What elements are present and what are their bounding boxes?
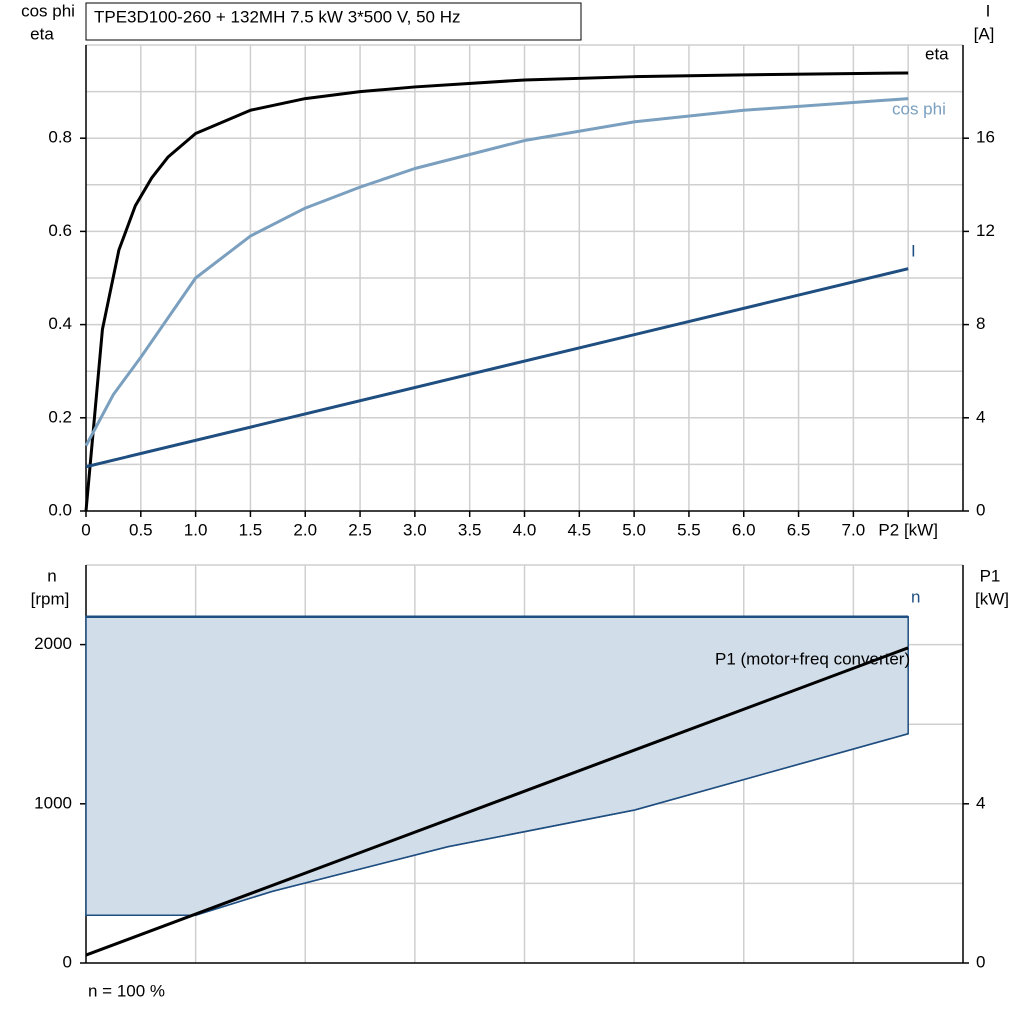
- y-tick-label: 1000: [34, 793, 72, 812]
- y-tick-label: 2000: [34, 634, 72, 653]
- x-tick-label: P2 [kW]: [878, 520, 938, 539]
- y2-tick-label: 0: [976, 952, 985, 971]
- y2-tick-label: 4: [976, 793, 985, 812]
- series-line: [85, 646, 909, 957]
- y2-tick-label: 4: [976, 407, 985, 426]
- y2-tick-label: 0: [976, 500, 985, 519]
- y-axis-label: cos phi: [21, 1, 75, 20]
- y2-tick-label: 12: [976, 221, 995, 240]
- y-axis-label: eta: [30, 24, 54, 43]
- y2-axis-label: [kW]: [975, 589, 1009, 608]
- title-box: [85, 2, 582, 41]
- x-tick-label: 4.5: [567, 520, 591, 539]
- y2-axis-label: I: [986, 1, 991, 20]
- y-tick-label: 0.2: [48, 407, 72, 426]
- y2-axis-label: P1: [980, 566, 1001, 585]
- x-tick-label: 1.5: [239, 520, 263, 539]
- y2-axis-label: [A]: [974, 24, 995, 43]
- y-tick-label: 0.8: [48, 128, 72, 147]
- x-tick-label: 7.0: [842, 520, 866, 539]
- x-tick-label: 4.0: [513, 520, 537, 539]
- chart-title: TPE3D100-260 + 132MH 7.5 kW 3*500 V, 50 …: [94, 7, 461, 26]
- x-tick-label: 0: [81, 520, 90, 539]
- series-label: cos phi: [892, 99, 946, 118]
- x-tick-label: 2.5: [348, 520, 372, 539]
- x-tick-label: 6.0: [732, 520, 756, 539]
- x-tick-label: 1.0: [184, 520, 208, 539]
- range-lower: [86, 733, 909, 916]
- x-tick-label: 2.0: [293, 520, 317, 539]
- x-tick-label: 3.5: [458, 520, 482, 539]
- y-axis-label: [rpm]: [31, 589, 70, 608]
- x-tick-label: 0.5: [129, 520, 153, 539]
- y-tick-label: 0.4: [48, 314, 72, 333]
- x-tick-label: 5.0: [622, 520, 646, 539]
- y-tick-label: 0: [63, 952, 72, 971]
- x-tick-label: 6.5: [787, 520, 811, 539]
- y-axis-label: n: [47, 566, 56, 585]
- series-label: P1 (motor+freq converter): [715, 649, 910, 668]
- x-tick-label: 3.0: [403, 520, 427, 539]
- series-line: [85, 267, 909, 469]
- series-line: [84, 97, 909, 447]
- y2-tick-label: 8: [976, 314, 985, 333]
- series-label: n: [911, 587, 920, 606]
- y-tick-label: 0.0: [48, 500, 72, 519]
- y-tick-label: 0.6: [48, 221, 72, 240]
- y2-tick-label: 16: [976, 128, 995, 147]
- series-line: [84, 71, 909, 512]
- x-tick-label: 5.5: [677, 520, 701, 539]
- series-label: I: [911, 241, 916, 260]
- series-label: eta: [925, 44, 949, 63]
- note: n = 100 %: [88, 981, 165, 1000]
